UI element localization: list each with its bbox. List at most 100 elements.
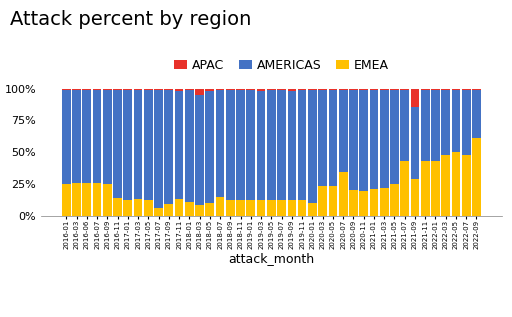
Bar	[134, 90, 142, 199]
Bar	[329, 89, 337, 90]
Bar	[257, 200, 265, 216]
Bar	[62, 89, 71, 90]
Bar	[72, 90, 81, 183]
Bar	[421, 90, 430, 161]
Bar	[113, 198, 122, 216]
Bar	[308, 89, 317, 90]
Bar	[164, 89, 173, 90]
Bar	[359, 90, 368, 191]
Bar	[452, 89, 460, 90]
Bar	[205, 203, 214, 216]
Bar	[288, 91, 296, 200]
Bar	[103, 90, 112, 184]
Bar	[380, 188, 389, 216]
Bar	[195, 95, 204, 205]
Bar	[154, 90, 163, 208]
Bar	[462, 155, 471, 216]
Bar	[359, 191, 368, 216]
Bar	[103, 89, 112, 90]
Bar	[380, 90, 389, 188]
Bar	[216, 90, 224, 197]
Bar	[329, 90, 337, 186]
Bar	[400, 90, 409, 161]
Bar	[452, 90, 460, 152]
Bar	[400, 89, 409, 90]
Bar	[349, 90, 358, 190]
Bar	[339, 90, 348, 172]
Bar	[380, 89, 389, 90]
Bar	[421, 161, 430, 216]
Bar	[144, 89, 153, 90]
Bar	[318, 89, 327, 90]
Bar	[123, 200, 132, 216]
Bar	[236, 200, 245, 216]
Bar	[185, 89, 194, 90]
Bar	[246, 90, 255, 200]
X-axis label: attack_month: attack_month	[228, 252, 314, 265]
Bar	[93, 183, 101, 216]
Bar	[103, 184, 112, 216]
Bar	[329, 186, 337, 216]
Bar	[226, 90, 234, 200]
Bar	[462, 89, 471, 90]
Bar	[411, 179, 419, 216]
Bar	[113, 90, 122, 198]
Bar	[144, 200, 153, 216]
Bar	[411, 107, 419, 179]
Bar	[195, 205, 204, 216]
Bar	[185, 202, 194, 216]
Bar	[236, 90, 245, 200]
Bar	[400, 161, 409, 216]
Bar	[205, 89, 214, 91]
Bar	[205, 91, 214, 203]
Bar	[164, 204, 173, 216]
Bar	[134, 199, 142, 216]
Bar	[278, 90, 286, 200]
Bar	[278, 89, 286, 90]
Bar	[123, 90, 132, 200]
Bar	[441, 89, 450, 90]
Legend: APAC, AMERICAS, EMEA: APAC, AMERICAS, EMEA	[169, 54, 394, 77]
Bar	[164, 90, 173, 204]
Bar	[370, 89, 378, 90]
Bar	[298, 200, 307, 216]
Bar	[339, 172, 348, 216]
Bar	[411, 89, 419, 107]
Bar	[216, 89, 224, 90]
Bar	[308, 90, 317, 203]
Bar	[82, 89, 91, 90]
Bar	[278, 200, 286, 216]
Bar	[339, 89, 348, 90]
Bar	[308, 203, 317, 216]
Bar	[318, 90, 327, 186]
Bar	[226, 200, 234, 216]
Bar	[185, 90, 194, 202]
Bar	[246, 200, 255, 216]
Bar	[472, 89, 481, 90]
Bar	[93, 90, 101, 183]
Bar	[452, 152, 460, 216]
Bar	[390, 90, 399, 184]
Bar	[267, 89, 276, 90]
Bar	[359, 89, 368, 90]
Bar	[318, 186, 327, 216]
Bar	[62, 90, 71, 184]
Bar	[236, 89, 245, 90]
Bar	[349, 89, 358, 90]
Text: Attack percent by region: Attack percent by region	[10, 10, 251, 29]
Bar	[298, 90, 307, 200]
Bar	[82, 90, 91, 183]
Bar	[288, 89, 296, 91]
Bar	[288, 200, 296, 216]
Bar	[370, 90, 378, 189]
Bar	[462, 90, 471, 155]
Bar	[431, 89, 440, 90]
Bar	[390, 89, 399, 90]
Bar	[72, 89, 81, 90]
Bar	[175, 199, 183, 216]
Bar	[441, 155, 450, 216]
Bar	[62, 184, 71, 216]
Bar	[154, 208, 163, 216]
Bar	[257, 91, 265, 200]
Bar	[175, 89, 183, 91]
